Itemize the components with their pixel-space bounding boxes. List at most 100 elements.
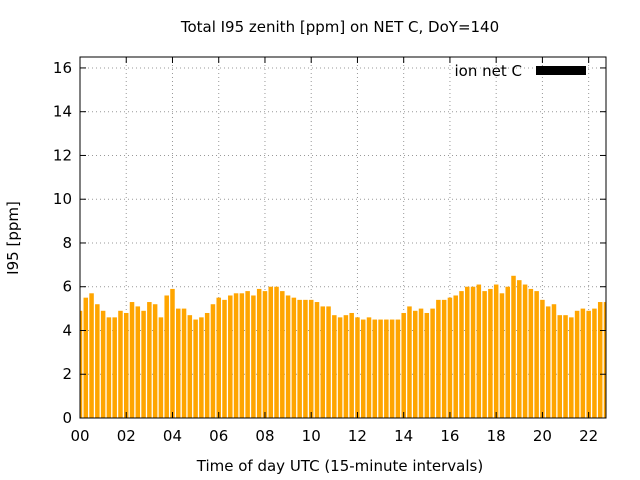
- y-tick-label: 16: [53, 59, 72, 77]
- y-tick-label: 0: [62, 409, 72, 427]
- bar: [418, 308, 424, 418]
- bar: [360, 319, 366, 418]
- bar: [193, 319, 198, 418]
- bar: [389, 319, 395, 418]
- x-tick-label: 04: [163, 427, 182, 445]
- bar: [199, 317, 204, 418]
- bar: [459, 291, 464, 418]
- y-axis-label: I95 [ppm]: [4, 201, 22, 275]
- bar: [597, 302, 603, 418]
- legend-swatch: [536, 66, 586, 75]
- bar: [204, 312, 210, 418]
- bar: [586, 310, 591, 418]
- bar: [412, 310, 418, 418]
- bar: [170, 288, 175, 418]
- bar: [158, 317, 164, 418]
- x-tick-label: 02: [117, 427, 136, 445]
- bar: [540, 299, 545, 418]
- bar: [251, 295, 256, 418]
- legend-label: ion net C: [455, 62, 522, 80]
- x-axis-label: Time of day UTC (15-minute intervals): [196, 457, 483, 475]
- x-axis: 00 02 04 06 08 10 12 14 16 18 20 22: [70, 57, 598, 445]
- x-tick-label: 14: [394, 427, 413, 445]
- bar: [453, 295, 458, 418]
- y-tick-label: 2: [62, 365, 72, 383]
- bar: [303, 299, 308, 418]
- x-tick-label: 16: [440, 427, 459, 445]
- bar: [297, 299, 302, 418]
- x-tick-label: 18: [487, 427, 506, 445]
- bar: [245, 291, 250, 418]
- bar: [493, 284, 499, 418]
- bar: [447, 297, 453, 418]
- bar: [89, 293, 94, 418]
- x-tick-label: 10: [302, 427, 321, 445]
- bar: [470, 286, 476, 418]
- bar: [384, 319, 389, 418]
- y-axis: 0 2 4 6 8 10 12 14 16: [53, 59, 606, 427]
- bar: [164, 295, 169, 418]
- bar: [522, 284, 528, 418]
- bar: [118, 310, 123, 418]
- bar: [285, 295, 291, 418]
- bar: [129, 302, 135, 418]
- bars: [80, 275, 606, 418]
- bar: [499, 293, 505, 418]
- bar: [320, 306, 326, 418]
- bar: [262, 291, 268, 418]
- bar: [395, 319, 401, 418]
- bar: [216, 297, 221, 418]
- bar: [123, 312, 129, 418]
- x-tick-label: 00: [70, 427, 89, 445]
- bar: [291, 297, 297, 418]
- bar: [112, 317, 117, 418]
- x-tick-label: 06: [209, 427, 228, 445]
- bar: [228, 295, 233, 418]
- bar: [280, 291, 285, 418]
- bar: [187, 315, 193, 418]
- bar: [545, 306, 551, 418]
- bar: [152, 304, 158, 418]
- bar: [505, 286, 510, 418]
- bar: [343, 315, 349, 418]
- bar: [176, 308, 181, 418]
- bar: [401, 312, 406, 418]
- bar: [517, 280, 522, 418]
- bar: [233, 293, 239, 418]
- x-tick-label: 08: [255, 427, 274, 445]
- bar: [100, 310, 106, 418]
- y-tick-label: 4: [62, 321, 72, 339]
- legend: ion net C: [455, 62, 586, 80]
- x-tick-label: 12: [348, 427, 367, 445]
- bar: [366, 317, 372, 418]
- bar: [592, 308, 597, 418]
- bar: [534, 291, 539, 418]
- bar: [574, 310, 580, 418]
- y-tick-label: 8: [62, 234, 72, 252]
- bar: [424, 312, 430, 418]
- bar: [337, 317, 343, 418]
- bar: [80, 310, 83, 418]
- bar: [210, 304, 216, 418]
- bar: [332, 315, 337, 418]
- plot-frame: [79, 56, 607, 419]
- bar: [563, 315, 568, 418]
- bar: [314, 302, 320, 418]
- bar: [372, 319, 378, 418]
- bar: [135, 306, 141, 418]
- bar: [465, 286, 470, 418]
- bar: [551, 304, 557, 418]
- bar: [256, 288, 262, 418]
- bar: [378, 319, 383, 418]
- bar: [83, 297, 89, 418]
- bar: [488, 288, 493, 418]
- bar: [147, 302, 152, 418]
- y-tick-label: 6: [62, 278, 72, 296]
- y-tick-label: 12: [53, 146, 72, 164]
- bar: [436, 299, 441, 418]
- bar: [349, 312, 354, 418]
- bar: [141, 310, 146, 418]
- bar: [528, 288, 534, 418]
- bar: [557, 315, 563, 418]
